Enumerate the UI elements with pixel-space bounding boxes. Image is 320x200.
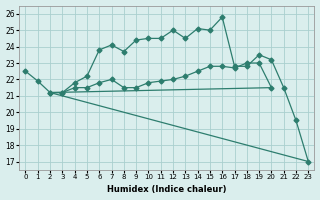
X-axis label: Humidex (Indice chaleur): Humidex (Indice chaleur) [107,185,227,194]
